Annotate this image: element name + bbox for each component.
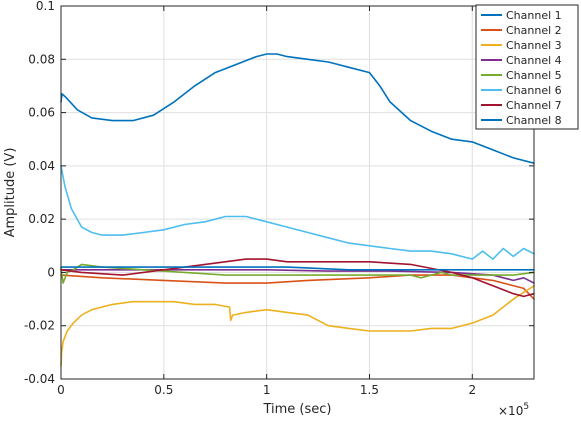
- y-tick-label: 0.06: [28, 106, 55, 120]
- x-tick-label: 1: [263, 383, 271, 397]
- legend-entry-label: Channel 3: [506, 39, 562, 52]
- x-exponent-base: ×10: [498, 404, 523, 418]
- series-line-channel-2: [60, 274, 535, 300]
- axes-box: [60, 5, 535, 380]
- y-tick-label: -0.02: [24, 319, 55, 333]
- y-tick-label: 0.02: [28, 212, 55, 226]
- x-tick-label: 2: [468, 383, 476, 397]
- series-line-channel-1: [60, 53, 535, 164]
- x-exponent-power: 5: [523, 402, 529, 412]
- y-tick-label: 0.08: [28, 52, 55, 66]
- series-line-channel-5: [60, 263, 535, 284]
- y-tick-label: -0.04: [24, 372, 55, 386]
- x-tick-label: 1.5: [360, 383, 379, 397]
- legend-entry-label: Channel 7: [506, 99, 562, 112]
- legend-entry-label: Channel 2: [506, 24, 562, 37]
- series-line-channel-7: [60, 258, 535, 298]
- series-lines: [60, 53, 535, 367]
- series-line-channel-8: [60, 266, 535, 271]
- plot-area: [61, 6, 534, 379]
- legend-entry-label: Channel 8: [506, 114, 562, 127]
- legend-entry-label: Channel 6: [506, 84, 562, 97]
- y-tick-label: 0.04: [28, 159, 55, 173]
- series-line-channel-6: [60, 165, 535, 260]
- x-tick-label: 0.5: [154, 383, 173, 397]
- series-line-channel-3: [60, 284, 535, 367]
- legend-entry-label: Channel 4: [506, 54, 562, 67]
- y-tick-label: 0: [47, 265, 55, 279]
- x-axis-label: Time (sec): [262, 402, 331, 417]
- y-tick-label: 0.1: [36, 0, 55, 13]
- legend-entry-label: Channel 5: [506, 69, 562, 82]
- legend: Channel 1 Channel 2 Channel 3 Channel 4 Chan…: [475, 4, 579, 130]
- legend-entry-label: Channel 1: [506, 9, 562, 22]
- y-axis-label: Amplitude (V): [3, 148, 18, 238]
- x-tick-label: 0: [57, 383, 65, 397]
- x-axis-exponent: ×105: [498, 402, 529, 418]
- axis-ticks: 0 0.5 1 1.5 2 -0.04 -0.02 0 0.02 0.04 0.06 0.08 0.1: [24, 0, 534, 397]
- legend-box: [475, 4, 579, 130]
